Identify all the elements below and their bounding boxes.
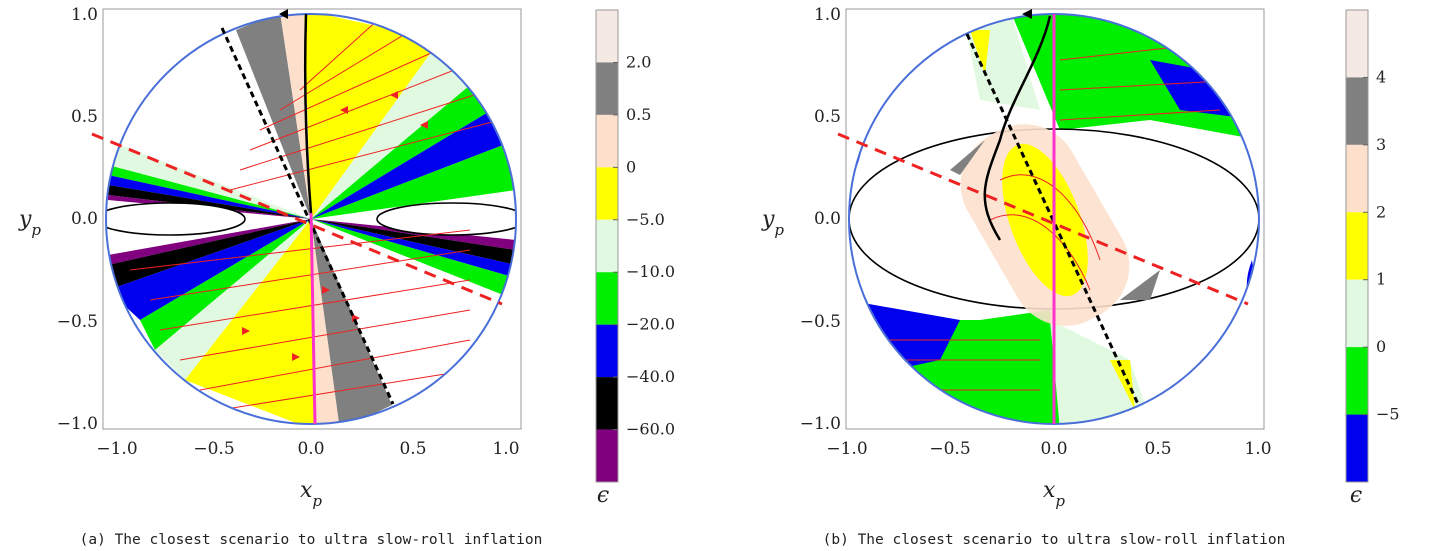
arrowhead-a — [279, 9, 288, 19]
x-ticks-a: −1.0 −0.5 0.0 0.5 1.0 — [96, 439, 519, 459]
colorbar-band — [596, 10, 618, 63]
x-axis-label: xp — [300, 478, 322, 510]
plot-frame-a — [102, 8, 522, 430]
colorbar-frame — [1345, 9, 1369, 483]
caption-a: (a) The closest scenario to ultra slow-r… — [80, 532, 543, 548]
y-tick-label: −1.0 — [57, 414, 98, 434]
colorbar-band — [596, 114, 618, 168]
y-tick-label: 0.0 — [814, 209, 841, 229]
x-tick-label: −0.5 — [193, 439, 234, 459]
y-tick-label: 0.5 — [814, 107, 841, 127]
colorbar-a: 2.0 0.5 0 −5.0 −10.0 −20.0 −40.0 −60.0 — [595, 9, 675, 483]
x-tick-label: 0.0 — [1040, 439, 1067, 459]
y-tick-label: 1.0 — [71, 5, 98, 25]
colorbar-frame — [595, 9, 619, 483]
y-tick-label: 0.0 — [71, 209, 98, 229]
magenta-line-a — [309, 212, 317, 425]
colorbar-band — [596, 377, 618, 430]
y-axis-label: yp — [18, 207, 41, 239]
colorbar-band — [1346, 10, 1368, 78]
trajectory-a — [303, 13, 313, 214]
colorbar-tick-label: 4 — [1376, 67, 1386, 86]
trajectory-b — [983, 15, 1052, 241]
panel-a: −1.0 −0.5 0.0 0.5 1.0 −1.0 −0.5 0.0 0.5 … — [18, 5, 675, 548]
colorbar-tick-label: 2 — [1376, 202, 1386, 221]
x-tick-label: −1.0 — [96, 439, 137, 459]
y-tick-label: −0.5 — [800, 312, 841, 332]
y-tick-label: −1.0 — [800, 414, 841, 434]
colorbar-tick-label: 2.0 — [626, 52, 651, 71]
x-tick-label: 0.0 — [297, 439, 324, 459]
boundary-circle-a — [105, 13, 517, 425]
colorbar-tick-label: −20.0 — [626, 315, 675, 334]
colorbar-tick-label: 3 — [1376, 135, 1386, 154]
x-tick-label: 0.5 — [399, 439, 426, 459]
colorbar-band — [1346, 347, 1368, 415]
colorbar-label: ϵ — [597, 483, 609, 508]
colorbar-tick-label: 0.5 — [626, 105, 651, 124]
colorbar-band — [1346, 77, 1368, 145]
arrowhead-b — [1022, 9, 1032, 19]
colorbar-tick-label: 0 — [626, 157, 636, 176]
caption-b: (b) The closest scenario to ultra slow-r… — [823, 532, 1286, 548]
colorbar-band — [596, 324, 618, 378]
y-tick-label: 1.0 — [814, 5, 841, 25]
x-tick-label: −0.5 — [929, 439, 970, 459]
red-dashed-line-b — [837, 132, 1249, 306]
colorbar-tick-label: −5 — [1376, 405, 1400, 424]
x-tick-label: 1.0 — [492, 439, 519, 459]
red-dashed-line-a — [91, 132, 503, 306]
colorbar-tick-label: −10.0 — [626, 262, 675, 281]
colorbar-band — [1346, 144, 1368, 213]
colorbar-b: 4 3 2 1 0 −5 — [1345, 9, 1400, 483]
y-ticks-a: −1.0 −0.5 0.0 0.5 1.0 — [57, 5, 98, 434]
x-ticks-b: −1.0 −0.5 0.0 0.5 1.0 — [826, 439, 1271, 459]
y-tick-label: 0.5 — [71, 107, 98, 127]
contour-regions-a — [106, 14, 516, 424]
colorbar-tick-label: −5.0 — [626, 210, 665, 229]
x-axis-label: xp — [1043, 478, 1065, 510]
x-tick-label: 1.0 — [1244, 439, 1271, 459]
x-tick-label: −1.0 — [826, 439, 867, 459]
colorbar-band — [1346, 414, 1368, 482]
colorbar-band — [596, 429, 618, 482]
colorbar-label: ϵ — [1350, 483, 1362, 508]
colorbar-tick-label: 0 — [1376, 337, 1386, 356]
black-dashed-line-a — [220, 27, 395, 405]
plot-frame-b — [845, 8, 1265, 430]
colorbar-band — [1346, 212, 1368, 280]
colorbar-band — [596, 62, 618, 115]
colorbar-tick-label: 1 — [1376, 270, 1386, 289]
panel-b: −1.0 −0.5 0.0 0.5 1.0 −1.0 −0.5 0.0 0.5 … — [761, 5, 1400, 548]
x-tick-label: 0.5 — [1144, 439, 1171, 459]
y-ticks-b: −1.0 −0.5 0.0 0.5 1.0 — [800, 5, 841, 434]
colorbar-band — [1346, 279, 1368, 348]
colorbar-tick-label: −60.0 — [626, 420, 675, 439]
colorbar-tick-label: −40.0 — [626, 367, 675, 386]
colorbar-band — [596, 167, 618, 220]
colorbar-band — [596, 272, 618, 325]
colorbar-band — [596, 219, 618, 273]
y-axis-label: yp — [761, 207, 784, 239]
y-tick-label: −0.5 — [57, 312, 98, 332]
